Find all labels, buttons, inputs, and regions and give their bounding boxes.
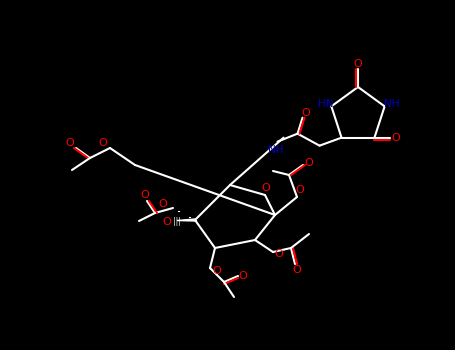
Text: NH: NH [384,99,399,109]
Text: O: O [66,138,74,148]
Text: O: O [275,249,283,259]
Text: O: O [301,108,310,118]
Text: O: O [305,158,313,168]
Text: HN: HN [318,99,333,109]
Text: |||: ||| [173,217,181,226]
Text: O: O [141,190,149,200]
Text: O: O [159,199,167,209]
Polygon shape [177,219,195,221]
Text: O: O [162,217,172,227]
Text: O: O [212,266,222,276]
Text: O: O [296,185,304,195]
Text: NH: NH [268,145,283,155]
Text: O: O [391,133,400,143]
Text: O: O [293,265,301,275]
Text: O: O [238,271,248,281]
Text: O: O [354,59,362,69]
Text: O: O [99,138,107,148]
Text: O: O [262,183,270,193]
